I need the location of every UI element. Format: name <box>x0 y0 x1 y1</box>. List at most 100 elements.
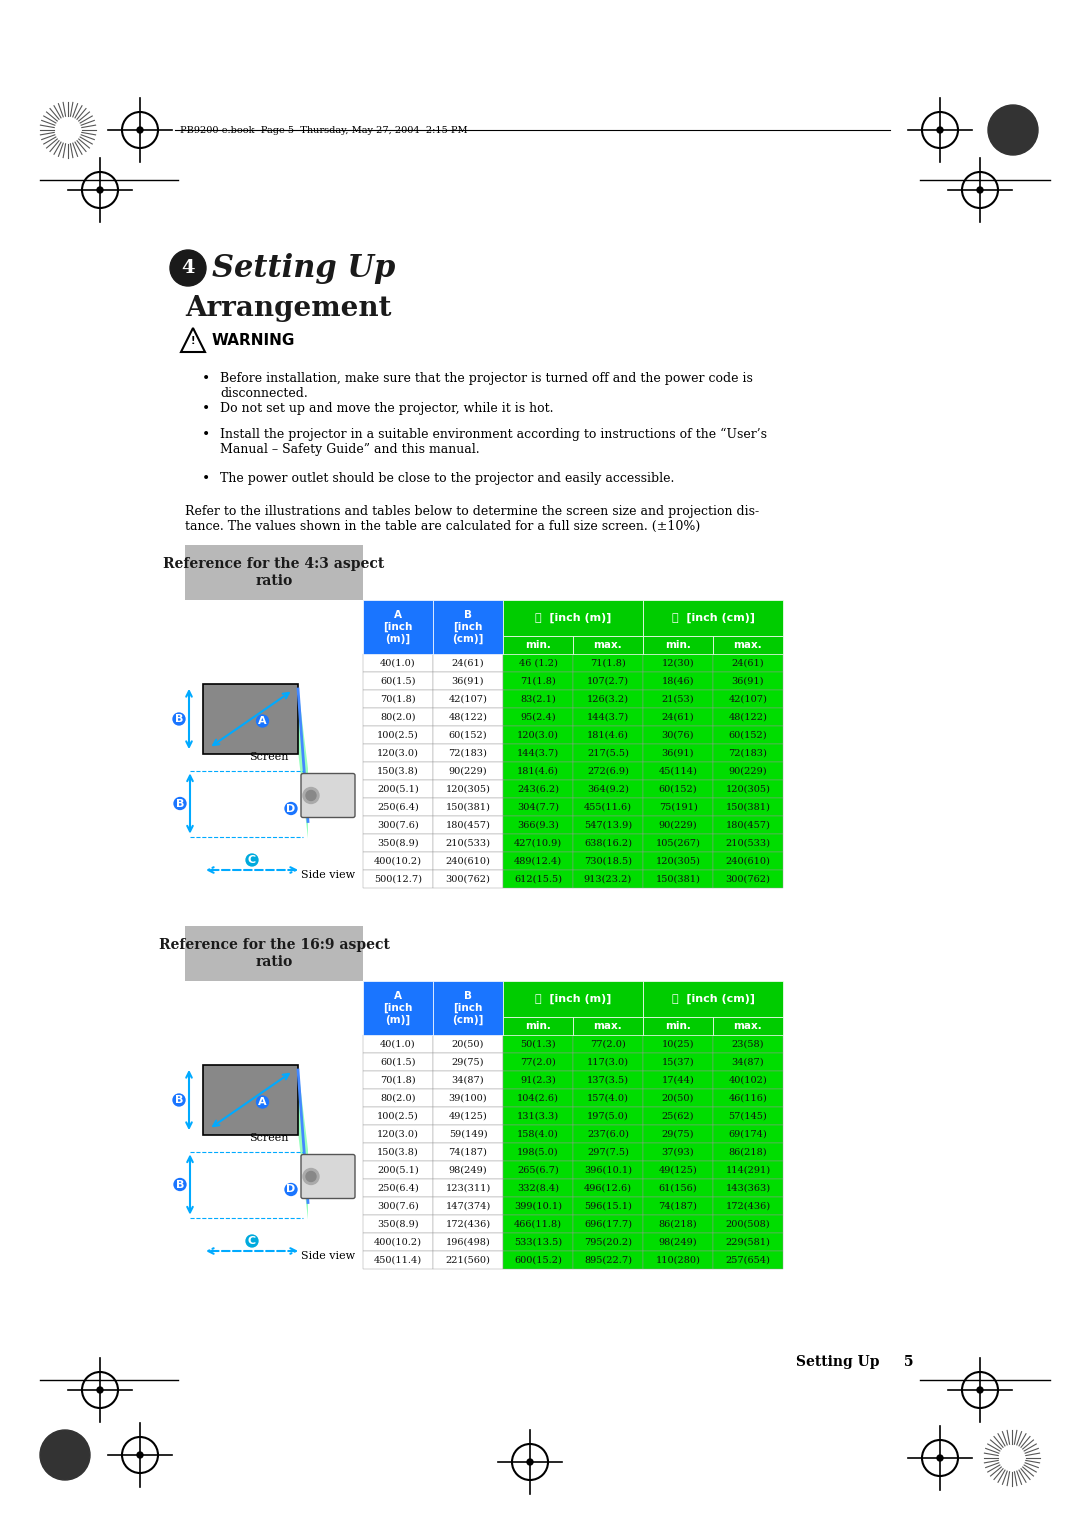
Text: 114(291): 114(291) <box>726 1166 770 1175</box>
Text: 80(2.0): 80(2.0) <box>380 712 416 721</box>
FancyBboxPatch shape <box>573 1071 643 1089</box>
Text: •: • <box>202 402 211 416</box>
FancyBboxPatch shape <box>573 1143 643 1161</box>
FancyBboxPatch shape <box>573 672 643 691</box>
Text: 29(75): 29(75) <box>662 1129 694 1138</box>
Text: 489(12.4): 489(12.4) <box>514 857 562 865</box>
FancyBboxPatch shape <box>503 853 573 869</box>
Text: 70(1.8): 70(1.8) <box>380 1076 416 1085</box>
Text: 42(107): 42(107) <box>729 695 768 703</box>
FancyBboxPatch shape <box>301 773 355 817</box>
FancyBboxPatch shape <box>713 1215 783 1233</box>
FancyBboxPatch shape <box>643 1106 713 1125</box>
Text: 795(20.2): 795(20.2) <box>584 1238 632 1247</box>
FancyBboxPatch shape <box>301 1155 355 1198</box>
Text: 399(10.1): 399(10.1) <box>514 1201 562 1210</box>
Text: 172(436): 172(436) <box>445 1219 490 1229</box>
FancyBboxPatch shape <box>363 601 433 654</box>
Text: 217(5.5): 217(5.5) <box>588 749 629 758</box>
FancyBboxPatch shape <box>433 1125 503 1143</box>
Text: 61(156): 61(156) <box>659 1184 698 1192</box>
Text: 86(218): 86(218) <box>659 1219 698 1229</box>
Text: D: D <box>286 1184 296 1195</box>
Text: 200(508): 200(508) <box>726 1219 770 1229</box>
FancyBboxPatch shape <box>573 1196 643 1215</box>
FancyBboxPatch shape <box>433 654 503 672</box>
FancyBboxPatch shape <box>503 672 573 691</box>
Text: 400(10.2): 400(10.2) <box>374 857 422 865</box>
FancyBboxPatch shape <box>363 1034 433 1053</box>
FancyBboxPatch shape <box>433 1180 503 1196</box>
FancyBboxPatch shape <box>713 1233 783 1251</box>
Text: 60(152): 60(152) <box>729 730 767 740</box>
Text: B: B <box>175 1096 184 1105</box>
FancyBboxPatch shape <box>503 1089 573 1106</box>
Text: 237(6.0): 237(6.0) <box>588 1129 629 1138</box>
Circle shape <box>97 186 103 193</box>
FancyBboxPatch shape <box>363 1180 433 1196</box>
Text: 143(363): 143(363) <box>726 1184 770 1192</box>
Text: 100(2.5): 100(2.5) <box>377 1111 419 1120</box>
FancyBboxPatch shape <box>573 1018 643 1034</box>
FancyBboxPatch shape <box>363 798 433 816</box>
Text: 91(2.3): 91(2.3) <box>521 1076 556 1085</box>
Text: 74(187): 74(187) <box>659 1201 698 1210</box>
Text: 150(3.8): 150(3.8) <box>377 767 419 776</box>
Text: max.: max. <box>594 640 622 649</box>
FancyBboxPatch shape <box>713 779 783 798</box>
Text: 120(305): 120(305) <box>446 784 490 793</box>
Text: B: B <box>176 1180 185 1189</box>
Text: 126(3.2): 126(3.2) <box>588 695 629 703</box>
FancyBboxPatch shape <box>713 1071 783 1089</box>
Text: 158(4.0): 158(4.0) <box>517 1129 558 1138</box>
Text: 200(5.1): 200(5.1) <box>377 1166 419 1175</box>
Text: 45(114): 45(114) <box>659 767 698 776</box>
Text: 77(2.0): 77(2.0) <box>521 1057 556 1067</box>
Text: 300(762): 300(762) <box>446 874 490 883</box>
FancyBboxPatch shape <box>503 707 573 726</box>
FancyBboxPatch shape <box>573 779 643 798</box>
Text: Side view: Side view <box>301 1251 355 1261</box>
FancyBboxPatch shape <box>573 726 643 744</box>
FancyBboxPatch shape <box>643 636 713 654</box>
Text: A
[inch
(m)]: A [inch (m)] <box>383 610 413 643</box>
FancyBboxPatch shape <box>643 672 713 691</box>
Text: C: C <box>248 1236 256 1245</box>
FancyBboxPatch shape <box>503 779 573 798</box>
Text: 638(16.2): 638(16.2) <box>584 839 632 848</box>
Text: 332(8.4): 332(8.4) <box>517 1184 559 1192</box>
FancyBboxPatch shape <box>503 744 573 762</box>
Text: 450(11.4): 450(11.4) <box>374 1256 422 1265</box>
Text: 57(145): 57(145) <box>729 1111 768 1120</box>
Text: 74(187): 74(187) <box>448 1148 487 1157</box>
FancyBboxPatch shape <box>185 926 363 981</box>
Text: ⓓ  [inch (cm)]: ⓓ [inch (cm)] <box>672 613 755 623</box>
Text: 48(122): 48(122) <box>448 712 487 721</box>
FancyBboxPatch shape <box>573 798 643 816</box>
Text: Side view: Side view <box>301 869 355 880</box>
Polygon shape <box>298 1068 308 1219</box>
FancyBboxPatch shape <box>503 1180 573 1196</box>
Text: 243(6.2): 243(6.2) <box>517 784 559 793</box>
Text: •: • <box>202 428 211 442</box>
Text: 210(533): 210(533) <box>446 839 490 848</box>
Text: Reference for the 4:3 aspect
ratio: Reference for the 4:3 aspect ratio <box>163 558 384 588</box>
Text: 240(610): 240(610) <box>726 857 770 865</box>
Text: •: • <box>202 371 211 387</box>
Text: 229(581): 229(581) <box>726 1238 770 1247</box>
Text: 696(17.7): 696(17.7) <box>584 1219 632 1229</box>
FancyBboxPatch shape <box>643 1125 713 1143</box>
FancyBboxPatch shape <box>433 869 503 888</box>
Circle shape <box>137 127 143 133</box>
Circle shape <box>527 1459 534 1465</box>
Text: B: B <box>176 799 185 808</box>
FancyBboxPatch shape <box>643 726 713 744</box>
FancyBboxPatch shape <box>643 691 713 707</box>
FancyBboxPatch shape <box>433 601 503 654</box>
FancyBboxPatch shape <box>503 1034 573 1053</box>
FancyBboxPatch shape <box>713 1125 783 1143</box>
Text: max.: max. <box>733 640 762 649</box>
Text: 90(229): 90(229) <box>659 821 698 830</box>
Text: 137(3.5): 137(3.5) <box>588 1076 629 1085</box>
FancyBboxPatch shape <box>363 654 433 672</box>
